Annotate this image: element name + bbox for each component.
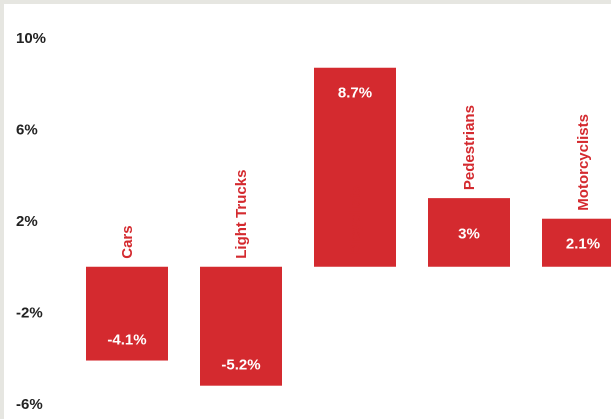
bar-pedestrians bbox=[428, 198, 510, 267]
y-tick-label: 10% bbox=[16, 30, 46, 47]
bar-bicyclists bbox=[314, 67, 396, 267]
value-label: -5.2% bbox=[221, 357, 260, 374]
value-label: 8.7% bbox=[338, 85, 372, 102]
bar-chart: 10% 6% 2% -2% -6% Cars Light Trucks Bicyclists… bbox=[16, 30, 611, 413]
category-label: Pedestrians bbox=[461, 105, 478, 190]
bar-light-trucks bbox=[200, 266, 282, 386]
category-label: Light Trucks bbox=[233, 170, 250, 259]
category-label: Bicyclists bbox=[347, 185, 364, 255]
bar-motorcyclists bbox=[542, 218, 611, 267]
value-labels: -4.1% -5.2% 8.7% 3% 2.1% bbox=[107, 85, 600, 374]
category-label: Cars bbox=[119, 225, 136, 258]
category-labels: Cars Light Trucks Bicyclists Pedestrians Mot… bbox=[119, 105, 592, 259]
category-label: Motorcyclists bbox=[575, 114, 592, 211]
y-tick-label: 2% bbox=[16, 213, 38, 230]
bars bbox=[86, 67, 611, 386]
value-label: 3% bbox=[458, 225, 480, 242]
y-axis: 10% 6% 2% -2% -6% bbox=[16, 30, 46, 413]
y-tick-label: -2% bbox=[16, 305, 43, 322]
chart-frame: 10% 6% 2% -2% -6% Cars Light Trucks Bicyclists… bbox=[4, 4, 611, 419]
value-label: 2.1% bbox=[566, 236, 600, 253]
y-tick-label: -6% bbox=[16, 396, 43, 413]
value-label: -4.1% bbox=[107, 332, 146, 349]
y-tick-label: 6% bbox=[16, 122, 38, 139]
bar-cars bbox=[86, 266, 168, 361]
